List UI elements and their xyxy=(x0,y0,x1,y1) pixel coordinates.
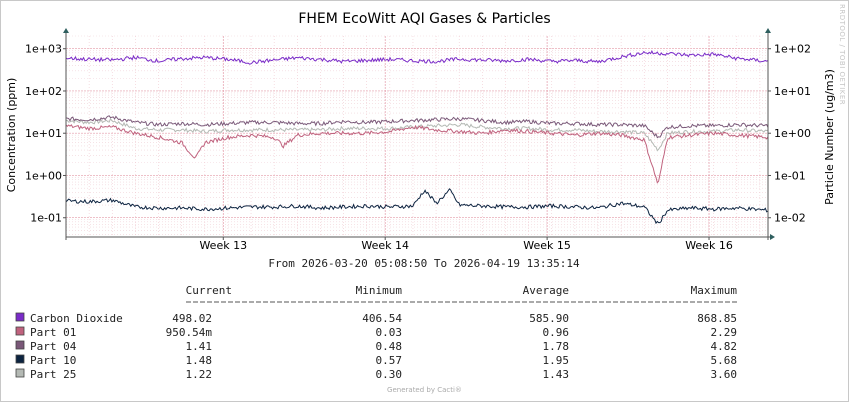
legend-value-current: 1.48 xyxy=(186,354,213,367)
legend-value-maximum: 2.29 xyxy=(711,326,738,339)
legend-value-minimum: 0.48 xyxy=(376,340,403,353)
y-tick-label-right: 1e-02 xyxy=(774,212,806,225)
legend-value-average: 1.78 xyxy=(543,340,570,353)
legend-swatch xyxy=(15,354,25,364)
series-line-part-10 xyxy=(65,188,769,225)
legend-header-maximum: Maximum xyxy=(691,284,738,297)
y-tick-label-left: 1e+00 xyxy=(25,169,62,182)
legend-swatch xyxy=(15,340,25,350)
y-tick-label-right: 1e-01 xyxy=(774,169,806,182)
series-line-carbon-dioxide xyxy=(65,49,769,65)
y-tick-label-left: 1e+03 xyxy=(25,43,62,56)
y-tick-label-right: 1e+02 xyxy=(774,43,811,56)
y-tick-label-right: 1e+00 xyxy=(774,127,811,140)
legend-value-average: 1.95 xyxy=(543,354,570,367)
y-axis-arrow-right xyxy=(765,28,771,33)
legend-value-current: 950.54m xyxy=(166,326,213,339)
x-axis-arrow xyxy=(770,234,775,240)
y-tick-label-right: 1e+01 xyxy=(774,85,811,98)
legend-swatch xyxy=(15,312,25,322)
legend-value-average: 585.90 xyxy=(529,312,569,325)
plot-area xyxy=(66,36,768,237)
legend-value-current: 498.02 xyxy=(172,312,212,325)
legend-header-minimum: Minimum xyxy=(356,284,403,297)
x-axis-caption: From 2026-03-20 05:08:50 To 2026-04-19 1… xyxy=(268,257,580,270)
series-lines xyxy=(65,49,769,225)
legend-value-average: 0.96 xyxy=(543,326,570,339)
y-axis-arrow-left xyxy=(63,28,69,33)
legend-header-current: Current xyxy=(186,284,232,297)
x-tick-label: Week 14 xyxy=(361,239,409,252)
legend-header-average: Average xyxy=(523,284,569,297)
y-tick-label-left: 1e+01 xyxy=(25,127,62,140)
footer-credit: Generated by Cacti® xyxy=(387,386,462,394)
y-tick-label-left: 1e+02 xyxy=(25,85,62,98)
legend-table: Current Minimum Average Maximum Carbon Dioxi… xyxy=(15,284,738,381)
legend-swatch xyxy=(15,326,25,336)
legend-value-current: 1.41 xyxy=(186,340,213,353)
series-line-part-04 xyxy=(65,115,769,139)
y-axis-label-right: Particle Number (ug/m3) xyxy=(823,69,836,205)
legend-series-name: Carbon Dioxide xyxy=(30,312,123,325)
legend-swatch xyxy=(15,368,25,378)
plot-background xyxy=(66,36,768,237)
legend-value-minimum: 406.54 xyxy=(362,312,402,325)
legend-value-maximum: 5.68 xyxy=(711,354,738,367)
legend-value-current: 1.22 xyxy=(186,368,213,381)
x-tick-label: Week 13 xyxy=(199,239,247,252)
legend-series-name: Part 01 xyxy=(30,326,76,339)
rrdtool-watermark: RRDTOOL / TOBI OETIKER xyxy=(838,4,846,106)
x-tick-label: Week 15 xyxy=(523,239,571,252)
legend-value-minimum: 0.57 xyxy=(376,354,403,367)
legend-value-average: 1.43 xyxy=(543,368,570,381)
legend-value-minimum: 0.30 xyxy=(376,368,403,381)
legend-value-maximum: 3.60 xyxy=(711,368,738,381)
legend-value-maximum: 4.82 xyxy=(711,340,738,353)
legend-series-name: Part 04 xyxy=(30,340,77,353)
legend-value-minimum: 0.03 xyxy=(376,326,403,339)
legend-series-name: Part 25 xyxy=(30,368,76,381)
series-line-part-01 xyxy=(65,124,769,184)
grid-lines xyxy=(65,35,768,237)
chart-title: FHEM EcoWitt AQI Gases & Particles xyxy=(298,11,551,27)
legend-value-maximum: 868.85 xyxy=(697,312,737,325)
axes: 1e+03 1e+02 1e+01 1e+00 1e-01 1e+02 1e+01 1e+00… xyxy=(25,28,811,252)
legend-series-name: Part 10 xyxy=(30,354,76,367)
y-tick-label-left: 1e-01 xyxy=(30,212,62,225)
x-tick-label: Week 16 xyxy=(685,239,733,252)
y-axis-label-left: Concentration (ppm) xyxy=(5,78,18,193)
